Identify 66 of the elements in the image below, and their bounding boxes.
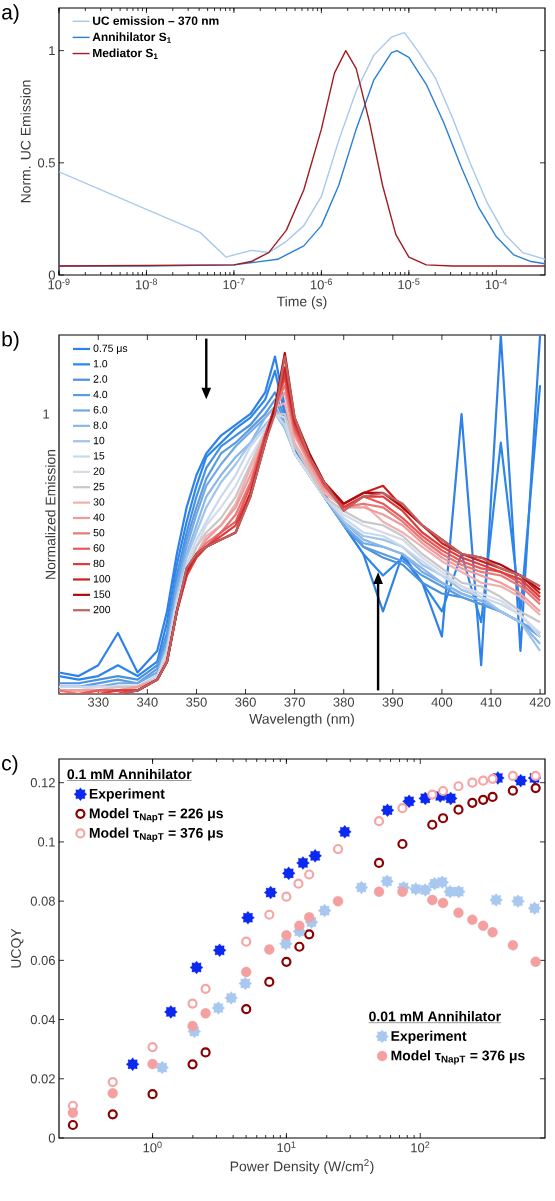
legend-label: 60	[93, 544, 105, 552]
x-axis-title: Power Density (W/cm$^{2}$)	[230, 1159, 374, 1175]
legend-label: Model τ$_{NapT}$ = 226 μs	[89, 808, 223, 823]
x-tick-label: 10$^{-6}$	[310, 278, 332, 290]
legend-label: 0.75 μs	[93, 344, 128, 354]
x-tick-label: 10$^{-8}$	[135, 278, 158, 290]
y-axis-title: Norm. UC Emission	[20, 80, 31, 203]
text: c)	[2, 755, 18, 775]
x-tick-label: 330	[87, 697, 109, 707]
x-tick-label: 10$^{-4}$	[485, 278, 508, 290]
x-tick-label: 340	[137, 697, 158, 707]
x-tick-label: 10$^{-7}$	[223, 278, 245, 290]
legend-label: Experiment	[391, 1030, 467, 1044]
legend-label: Model τ$_{NapT}$ = 376 μs	[391, 1050, 525, 1065]
legend-label: 20	[93, 467, 105, 475]
legend-label: 50	[93, 528, 105, 537]
legend-label: Model τ$_{NapT}$ = 376 μs	[89, 827, 223, 842]
x-tick-label: 390	[382, 697, 404, 707]
x-tick-label: 420	[529, 697, 551, 707]
legend-label: UC emission – 370 nm	[93, 16, 219, 25]
x-tick-label: 360	[235, 697, 256, 707]
x-tick-label: 370	[284, 697, 305, 707]
x-tick-label: 10$^{-5}$	[398, 278, 420, 290]
legend-label: Annihilator S$_{1}$	[92, 32, 171, 43]
y-tick-label: 0.02	[30, 1074, 55, 1084]
text: b)	[2, 331, 19, 351]
text: a)	[2, 4, 19, 24]
x-tick-label: 10$^{0}$	[143, 1141, 162, 1153]
y-tick-label: 0.12	[30, 778, 55, 788]
x-tick-label: 10$^{-9}$	[48, 278, 70, 290]
x-tick-label: 10$^{1}$	[277, 1141, 296, 1153]
y-axis-title: Normalized Emission	[45, 449, 56, 579]
x-tick-label: 410	[480, 697, 502, 707]
y-tick-label: 0.04	[30, 1014, 56, 1025]
legend-label: 6.0	[93, 406, 108, 414]
y-tick-label: 1	[49, 46, 55, 56]
legend-label: 100	[93, 575, 111, 583]
legend-label: 200	[93, 605, 111, 614]
x-tick-label: 350	[186, 697, 207, 707]
legend-label: 2.0	[93, 375, 108, 383]
legend-label: 15	[93, 452, 105, 460]
legend-title: 0.01 mM Annihilator	[369, 1011, 501, 1022]
y-tick-label: 0	[48, 1133, 55, 1143]
legend-label: 150	[93, 590, 111, 598]
x-axis-title: Time (s)	[277, 296, 327, 310]
legend-label: Experiment	[89, 788, 165, 802]
legend-title: 0.1 mM Annihilator	[67, 768, 192, 780]
x-tick-label: 10$^{2}$	[411, 1141, 430, 1153]
legend-label: 80	[93, 559, 105, 568]
legend-label: 10	[93, 436, 105, 445]
y-axis-title: UCQY	[11, 928, 24, 968]
legend-label: Mediator S$_{1}$	[93, 48, 158, 59]
y-tick-label: 0	[48, 270, 55, 280]
legend-label: 40	[93, 513, 105, 521]
legend-label: 4.0	[93, 390, 108, 399]
x-tick-label: 380	[333, 697, 355, 707]
x-axis-title: Wavelength (nm)	[249, 713, 354, 727]
legend-label: 30	[93, 498, 105, 506]
y-tick-label: 0.08	[30, 896, 55, 906]
y-tick-label: 0.06	[30, 955, 55, 965]
y-tick-label: 0.5	[37, 158, 55, 168]
legend-label: 8.0	[93, 421, 108, 429]
x-tick-label: 400	[431, 697, 453, 707]
legend-label: 1.0	[93, 359, 108, 368]
y-tick-label: 0.1	[37, 837, 55, 847]
legend-label: 25	[93, 482, 105, 491]
